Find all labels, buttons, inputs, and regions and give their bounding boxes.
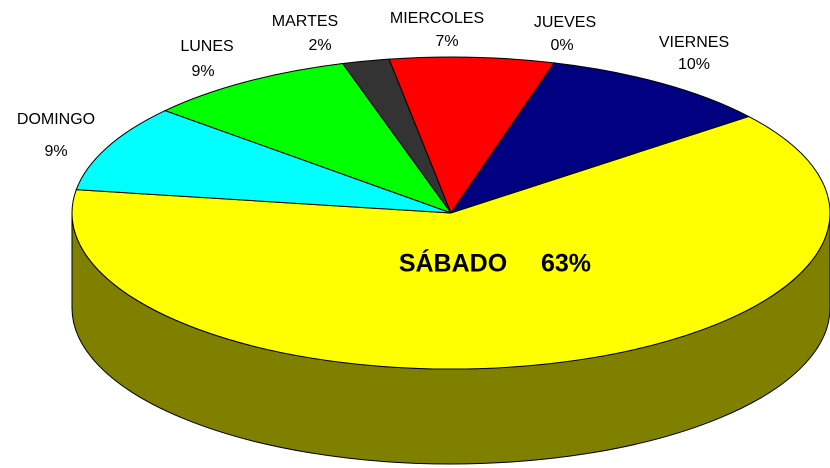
slice xyxy=(449,62,751,214)
slice-label: LUNES xyxy=(180,38,233,55)
slice-label: MARTES xyxy=(272,13,338,30)
slice-value-label: 10% xyxy=(678,56,710,73)
slice-value-label: 0% xyxy=(550,37,573,54)
slice-label: SÁBADO xyxy=(399,249,507,278)
slice-value-label: 9% xyxy=(191,63,214,80)
slice-label: DOMINGO xyxy=(17,111,95,128)
slice xyxy=(163,62,453,215)
slice xyxy=(388,56,556,215)
slice-value-label: 7% xyxy=(435,33,458,50)
slice-value-label: 9% xyxy=(44,143,67,160)
slice-value-label: 63% xyxy=(541,250,591,278)
slice-label: JUEVES xyxy=(534,14,596,31)
slice xyxy=(75,110,452,214)
slice-label: VIERNES xyxy=(659,34,729,51)
slice xyxy=(71,115,830,370)
slice-value-label: 2% xyxy=(308,37,331,54)
slice-label: MIERCOLES xyxy=(390,10,484,27)
